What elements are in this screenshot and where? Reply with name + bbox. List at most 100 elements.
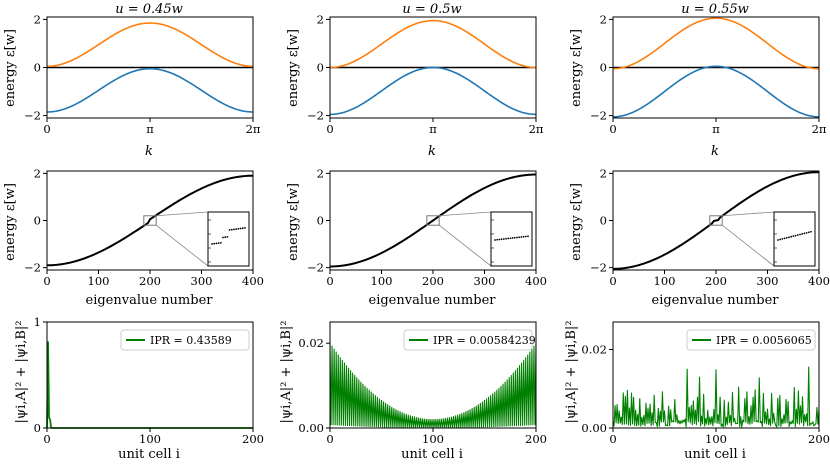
ylabel-r3c3: |ψi,A|² + |ψi,B|² — [564, 320, 579, 423]
inset-point — [241, 227, 244, 230]
zoom-marker — [426, 215, 440, 226]
y-tick-label: 2 — [600, 12, 607, 26]
x-tick-label: π — [146, 122, 154, 136]
inset-point — [244, 227, 246, 229]
inset-point — [796, 234, 799, 236]
x-tick-label: 200 — [808, 432, 830, 446]
row2-labels: energy ε[w] energy ε[w] energy ε[w] eige… — [3, 183, 779, 308]
spectrum-panel-2: 0 100 200 300 400−202 — [307, 166, 547, 288]
inset-point — [233, 228, 235, 231]
inset-point — [509, 237, 512, 240]
y-tick-label: 0 — [600, 214, 607, 228]
x-tick-label: 100 — [371, 274, 393, 288]
x-tick-label: 100 — [139, 432, 161, 446]
band-structure-panel-2: 0 π 2π−202 — [307, 12, 544, 136]
spectrum-panel-1: 0 100 200 300 400−202 — [24, 166, 264, 288]
inset-point — [799, 233, 801, 236]
inset-point — [516, 236, 518, 239]
y-tick-label: 0 — [34, 61, 41, 75]
wavefunction-panel-2: 0 100 200 0.00 0.02 IPR = 0.00584239 — [298, 321, 547, 446]
inset-point — [494, 239, 496, 241]
x-tick-label: 0 — [43, 274, 50, 288]
x-tick-label: 0 — [609, 274, 616, 288]
ylabel-r3c1: |ψi,A|² + |ψi,B|² — [14, 320, 29, 423]
inset-point — [239, 227, 242, 230]
x-tick-label: 400 — [525, 274, 547, 288]
x-tick-label: 0 — [43, 122, 50, 136]
y-tick-label: 0.00 — [581, 421, 607, 435]
inset-point — [527, 235, 529, 238]
x-tick-label: 0 — [326, 274, 333, 288]
inset-point — [810, 230, 812, 233]
x-tick-label: 100 — [422, 432, 444, 446]
spectrum-line — [612, 171, 820, 270]
zoom-connector — [722, 211, 775, 217]
y-tick-label: 2 — [600, 166, 607, 180]
ylabel-r2c3: energy ε[w] — [569, 183, 584, 261]
row1-labels: energy ε[w] energy ε[w] energy ε[w] k k … — [3, 29, 719, 159]
inset-point — [785, 236, 788, 239]
zoom-connector — [155, 224, 209, 267]
x-tick-label: 100 — [88, 274, 110, 288]
x-tick-label: 2π — [246, 122, 261, 136]
inset-point — [215, 242, 218, 245]
inset-point — [219, 241, 222, 244]
spectrum-line — [46, 174, 254, 267]
x-tick-label: 2π — [529, 122, 544, 136]
x-tick-label: 300 — [474, 274, 496, 288]
x-tick-label: 300 — [191, 274, 213, 288]
wavefunction-panel-1: 0 100 200 0 1 IPR = 0.43589 — [34, 315, 264, 446]
y-tick-label: 0.02 — [581, 342, 607, 356]
y-tick-label: 1 — [34, 315, 41, 329]
inset-point — [235, 228, 238, 231]
lower-band-line — [329, 66, 537, 116]
zoom-connector — [439, 211, 492, 217]
inset-point — [807, 231, 810, 234]
zoom-marker — [143, 215, 157, 226]
legend-label: IPR = 0.43589 — [150, 334, 232, 347]
inset-point — [801, 233, 804, 235]
legend-box — [686, 329, 816, 351]
y-tick-label: 0.02 — [298, 336, 324, 350]
x-tick-label: π — [429, 122, 437, 136]
xlabel-r3c2: unit cell i — [401, 447, 463, 462]
ylabel-r2c2: energy ε[w] — [286, 183, 301, 261]
wavefunction-line — [329, 343, 537, 429]
band-structure-panel-1: 0 π 2π−202 — [24, 12, 261, 136]
row3-labels: |ψi,A|² + |ψi,B|² |ψi,A|² + |ψi,B|² |ψi,… — [14, 320, 746, 462]
inset-point — [522, 235, 525, 238]
x-tick-label: 400 — [242, 274, 264, 288]
inset-point — [524, 235, 527, 238]
zoom-connector — [721, 224, 775, 267]
x-tick-label: 100 — [705, 432, 727, 446]
xlabel-r2c1: eigenvalue number — [86, 293, 214, 308]
inset-point — [794, 234, 797, 237]
inset-point — [237, 227, 240, 230]
title-col3: u = 0.55w — [681, 2, 749, 17]
y-tick-label: 2 — [317, 12, 324, 26]
inset-point — [777, 239, 779, 241]
inset-point — [783, 237, 786, 240]
inset-point — [498, 238, 501, 241]
y-tick-label: 0 — [317, 214, 324, 228]
inset-point — [788, 236, 790, 239]
x-tick-label: 200 — [242, 432, 264, 446]
upper-band-line — [46, 22, 254, 68]
y-tick-label: 2 — [34, 166, 41, 180]
spectrum-panel-3: 0 100 200 300 400−202 — [590, 166, 830, 288]
legend-box — [120, 329, 250, 351]
x-tick-label: 300 — [757, 274, 779, 288]
inset-point — [513, 236, 516, 239]
inset-point — [518, 236, 521, 239]
y-tick-label: 2 — [34, 12, 41, 26]
inset-point — [790, 235, 793, 238]
upper-band-line — [612, 17, 820, 70]
xlabel-r2c2: eigenvalue number — [369, 293, 497, 308]
inset-frame — [207, 211, 250, 267]
xlabel-r1c1: k — [145, 144, 153, 159]
inset-point — [520, 236, 523, 238]
xlabel-r2c3: eigenvalue number — [652, 293, 780, 308]
spectrum-line — [329, 173, 537, 268]
x-tick-label: 200 — [525, 432, 547, 446]
title-col1: u = 0.45w — [115, 2, 183, 17]
